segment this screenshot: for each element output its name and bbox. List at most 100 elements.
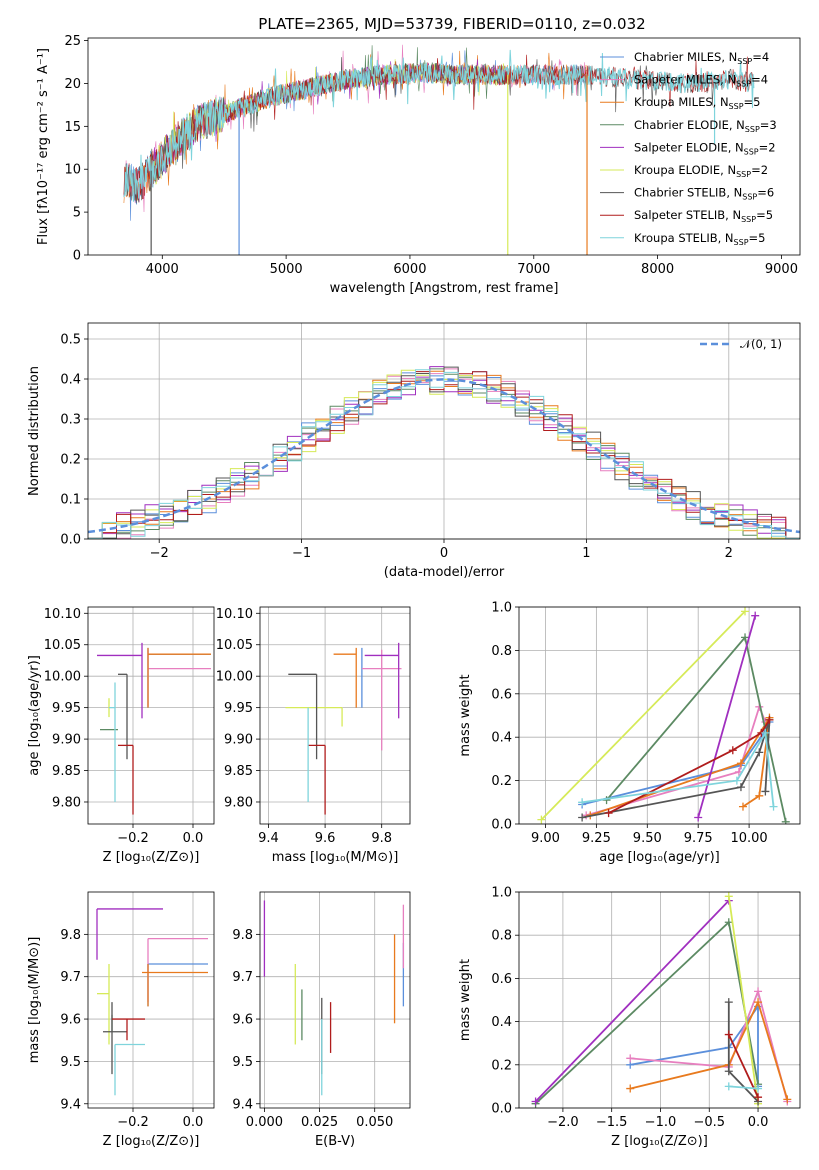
y-tick-label: 10.10 [216, 607, 253, 622]
weight-marker [724, 918, 733, 927]
y-tick-label: 9.95 [224, 701, 253, 716]
y-tick-label: 9.8 [232, 928, 253, 943]
legend-label: Kroupa STELIB, NSSP=5 [634, 231, 765, 247]
weight-marker [626, 1084, 635, 1093]
weight-line [581, 730, 775, 807]
legend-label: Kroupa MILES, NSSP=5 [634, 95, 760, 111]
weight-marker [724, 892, 733, 901]
x-tick-label: 2 [725, 546, 733, 561]
weight-line [540, 610, 746, 821]
weight-marker [741, 633, 750, 642]
x-tick-label: 0.0 [183, 831, 204, 846]
y-tick-label: 9.85 [52, 764, 81, 779]
x-axis-label: wavelength [Angstrom, rest frame] [330, 281, 559, 296]
weight-marker [754, 1093, 763, 1102]
weight-marker [537, 815, 546, 824]
x-tick-label: 9.8 [371, 831, 392, 846]
x-axis-label: Z [log₁₀(Z/Z⊙)] [611, 1134, 708, 1149]
weight-marker [626, 1054, 635, 1063]
errorbar [97, 642, 143, 719]
weight-marker [724, 1030, 733, 1039]
weight-marker [604, 809, 613, 818]
legend-label: Chabrier ELODIE, NSSP=3 [634, 118, 777, 134]
x-tick-label: −1.5 [596, 1115, 628, 1130]
legend-label-tail: =4 [752, 50, 769, 64]
plot-area [123, 44, 755, 255]
y-tick-label: 0.4 [60, 373, 81, 388]
errorbar [114, 1043, 145, 1096]
weight-line [608, 719, 771, 814]
errorbar [364, 642, 400, 719]
legend-label-main: Chabrier STELIB, N [634, 186, 742, 200]
y-axis-label: Normed distribution [27, 366, 42, 496]
x-tick-label: 0.0 [183, 1115, 204, 1130]
legend-label: 𝒩(0, 1) [740, 337, 782, 351]
x-tick-label: 9.6 [315, 831, 336, 846]
y-tick-label: 1.0 [491, 886, 512, 901]
weight-line [629, 999, 789, 1100]
errorbar [147, 937, 208, 1003]
legend-label: Chabrier STELIB, NSSP=6 [634, 186, 774, 202]
y-tick-label: 9.6 [60, 1013, 81, 1028]
y-tick-label: 9.90 [52, 733, 81, 748]
spectrum-line [123, 49, 755, 202]
x-tick-label: 9.4 [258, 831, 279, 846]
weight-line [697, 615, 757, 818]
x-tick-label: 0.050 [356, 1115, 393, 1130]
histogram-step [88, 369, 800, 539]
weight-marker [754, 998, 763, 1007]
chart-title: PLATE=2365, MJD=53739, FIBERID=0110, z=0… [258, 15, 645, 33]
plot-area [537, 607, 790, 824]
x-tick-label: −0.2 [117, 1115, 149, 1130]
panel-mass-Z: −0.2 0.0 9.4 9.5 9.6 9.7 9.8 Z [log₁₀(Z/Z⊙)] mas… [27, 891, 215, 1149]
panel-spectrum: 4000 5000 6000 7000 8000 9000 0 5 10 15 20 25 wavele… [36, 15, 801, 296]
y-tick-label: 9.85 [224, 764, 253, 779]
legend-label-sub: SSP [737, 57, 752, 66]
y-axis-label: mass weight [458, 674, 473, 756]
y-tick-label: 10.10 [44, 607, 81, 622]
axes-frame [259, 891, 411, 1109]
y-tick-label: 0 [73, 249, 81, 264]
weight-marker [765, 715, 774, 724]
x-tick-label: 9.00 [531, 831, 560, 846]
y-tick-label: 1.0 [491, 601, 512, 616]
weight-line [590, 717, 771, 817]
errorbar [333, 647, 357, 708]
x-axis-label: mass [log₁₀(M/M⊙)] [272, 850, 399, 865]
legend-label-main: Kroupa MILES, N [634, 95, 729, 109]
y-tick-label: 9.8 [60, 928, 81, 943]
legend-label-sub: SSP [742, 193, 757, 202]
errorbar [118, 744, 134, 815]
plot-area [285, 642, 402, 815]
errorbar [118, 673, 128, 760]
histogram-step [88, 369, 800, 539]
weight-marker [732, 776, 741, 785]
x-tick-label: −0.5 [693, 1115, 725, 1130]
errorbar [361, 649, 402, 751]
legend-label-tail: =6 [757, 186, 774, 200]
errorbar [96, 908, 163, 960]
errorbar [147, 647, 211, 708]
weight-marker [728, 746, 737, 755]
y-tick-label: 0.4 [491, 731, 512, 746]
x-axis-label: Z [log₁₀(Z/Z⊙)] [103, 850, 200, 865]
y-tick-label: 9.95 [52, 701, 81, 716]
y-tick-label: 15 [64, 120, 81, 135]
y-tick-label: 9.4 [60, 1097, 81, 1112]
x-axis-label: E(B-V) [315, 1134, 355, 1149]
weight-line [630, 988, 789, 1102]
axes-frame [87, 37, 801, 256]
y-tick-label: 10.00 [216, 670, 253, 685]
y-tick-label: 0.2 [491, 774, 512, 789]
plot-area [531, 892, 792, 1108]
panel-mass-ebv: 0.000 0.025 0.050 9.4 9.5 9.6 9.7 9.8 E(B-V) [232, 891, 411, 1149]
weight-marker [724, 1067, 733, 1076]
weight-line [534, 920, 759, 1105]
legend-label-main: Salpeter STELIB, N [634, 208, 741, 222]
legend-label-sub: SSP [744, 147, 759, 156]
panel-age-mass: 9.4 9.6 9.8 9.80 9.85 9.90 9.95 10.00 10.05 10.10… [216, 606, 411, 865]
panel-residuals: −2 −1 0 1 2 0.0 0.1 0.2 0.3 0.4 0.5 (data-model)/er… [27, 322, 801, 580]
errorbar [103, 1002, 127, 1075]
y-tick-label: 25 [64, 34, 81, 49]
